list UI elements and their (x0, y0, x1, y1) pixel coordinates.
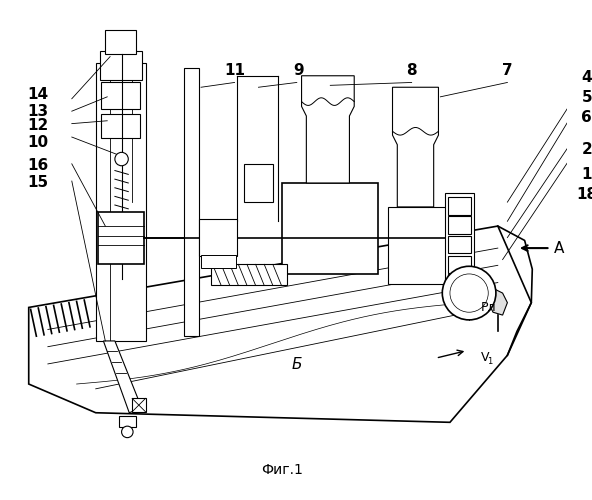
Text: 1: 1 (487, 356, 493, 366)
Bar (105, 30, 136, 54)
Circle shape (442, 266, 496, 320)
Bar (568, 164, 592, 204)
Bar (184, 68, 199, 336)
Text: 18: 18 (576, 187, 592, 202)
Text: 15: 15 (28, 176, 49, 190)
Bar (448, 256, 471, 273)
Bar (448, 216, 471, 234)
Text: 14: 14 (28, 88, 49, 102)
Text: Б: Б (291, 358, 302, 372)
Bar (445, 192, 474, 284)
Bar (568, 68, 592, 128)
Bar (101, 114, 140, 138)
Text: 5: 5 (581, 90, 592, 106)
Text: 16: 16 (28, 158, 49, 174)
Bar (98, 212, 144, 264)
Text: 13: 13 (28, 104, 49, 118)
Bar (448, 198, 471, 214)
Bar (132, 398, 146, 412)
Text: 11: 11 (224, 62, 245, 78)
Bar (101, 82, 140, 110)
Text: 4: 4 (581, 70, 592, 85)
Text: 8: 8 (406, 62, 417, 78)
Bar (282, 183, 378, 274)
Circle shape (450, 274, 488, 312)
Bar (211, 264, 287, 285)
Circle shape (115, 152, 128, 166)
Text: 1: 1 (581, 167, 592, 182)
Bar (119, 416, 136, 427)
Bar (388, 207, 450, 284)
Text: 7: 7 (502, 62, 513, 78)
Bar (96, 64, 146, 341)
Text: Рл: Рл (481, 301, 496, 314)
Text: 12: 12 (28, 118, 49, 133)
Circle shape (121, 426, 133, 438)
Text: 2: 2 (581, 142, 592, 157)
Bar (199, 220, 237, 256)
Polygon shape (104, 341, 141, 412)
Text: 6: 6 (581, 110, 592, 126)
Bar (99, 51, 141, 80)
Bar (201, 255, 236, 268)
Polygon shape (392, 88, 439, 207)
Text: 10: 10 (28, 136, 49, 150)
Polygon shape (29, 226, 532, 422)
Polygon shape (301, 76, 354, 183)
Bar (448, 274, 471, 295)
Text: А: А (554, 240, 564, 256)
Text: 9: 9 (294, 62, 304, 78)
Bar (448, 236, 471, 253)
Polygon shape (488, 288, 507, 315)
Circle shape (458, 282, 481, 304)
Text: Фиг.1: Фиг.1 (262, 463, 303, 477)
Text: V: V (481, 350, 489, 364)
Bar (244, 164, 273, 202)
